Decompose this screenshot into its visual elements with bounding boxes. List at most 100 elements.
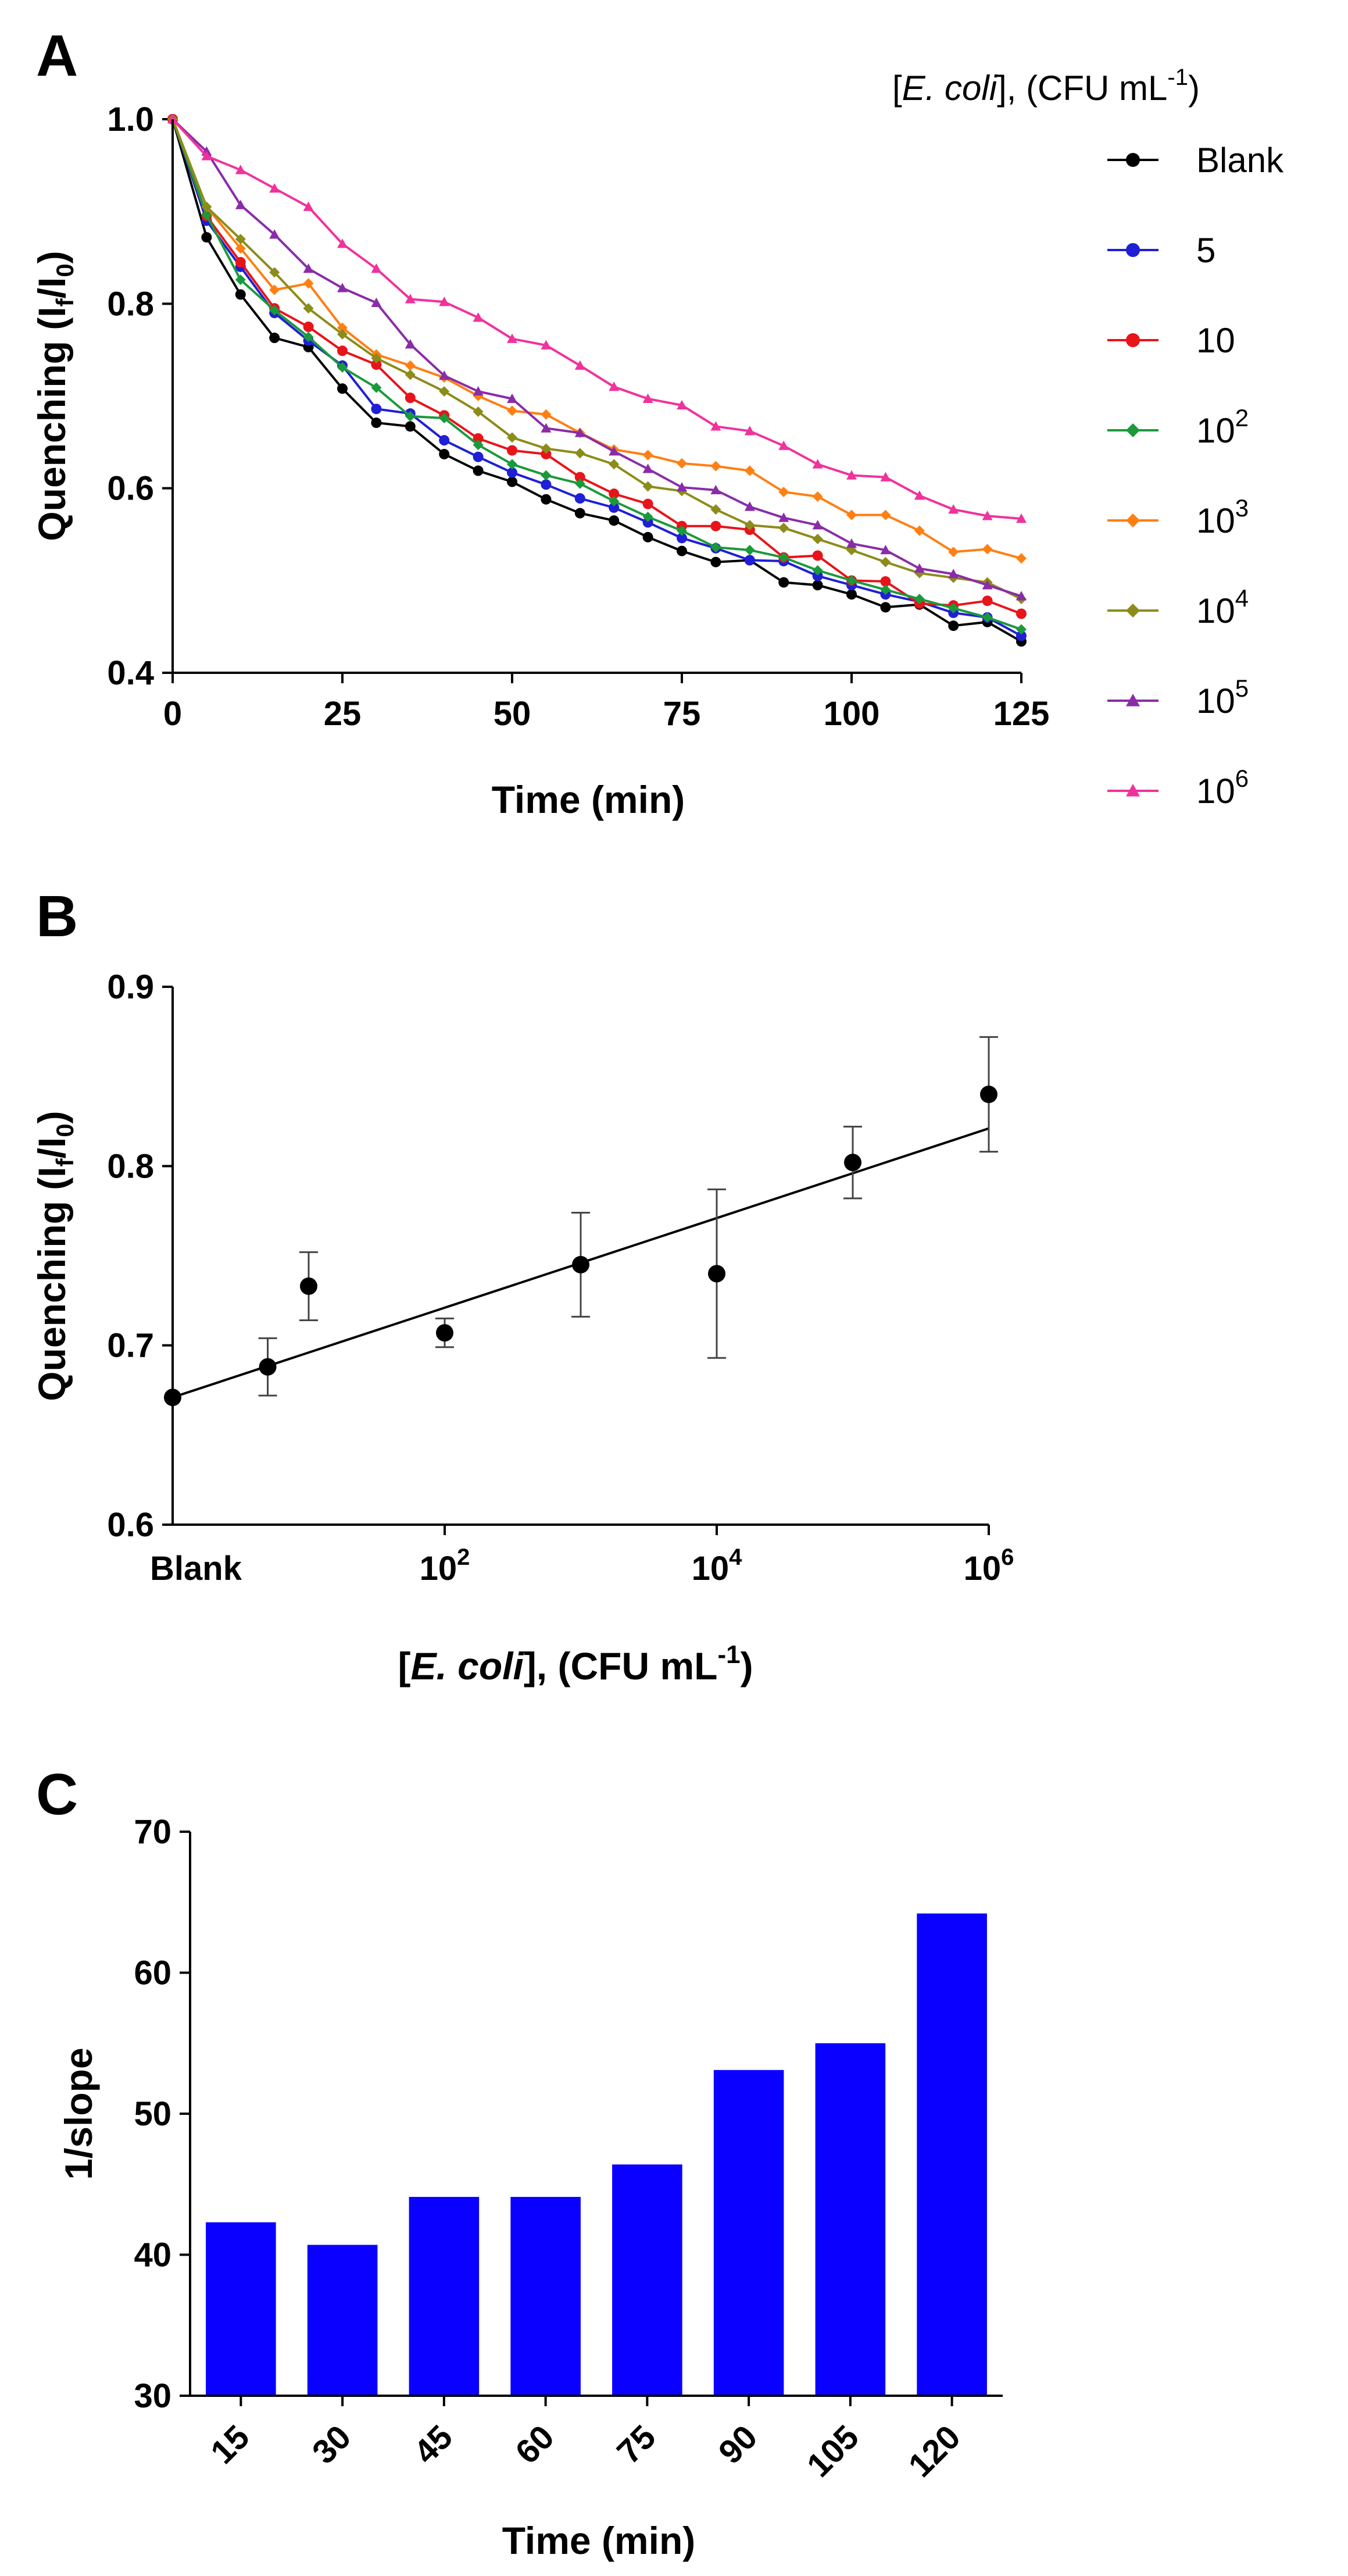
panel-a-data-point (642, 531, 653, 543)
panel-a-data-point (507, 459, 517, 470)
panel-a-legend-label: 102 (1196, 404, 1249, 450)
panel-a-data-point (235, 165, 246, 174)
panel-a-data-point (337, 238, 348, 248)
panel-a-series-line (171, 119, 1022, 615)
panel-c-bar (206, 2222, 276, 2396)
panel-b-y-tick-label: 0.8 (107, 1147, 154, 1185)
panel-a-data-point (507, 333, 517, 343)
panel-a-data-point (235, 256, 246, 267)
panel-a-data-point (642, 498, 653, 509)
panel-a-series (167, 114, 1027, 647)
panel-a-data-point (507, 445, 517, 456)
panel-a-data-point (405, 393, 416, 404)
panel-a-data-point (371, 404, 382, 415)
panel-a-data-point (812, 580, 823, 591)
panel-a-data-point (914, 563, 925, 573)
panel-b-data-point (572, 1255, 589, 1273)
panel-a-data-point (541, 494, 552, 505)
panel-a-data-point (1016, 630, 1027, 641)
panel-b-y-tick-label: 0.9 (107, 968, 154, 1006)
panel-a-data-point (948, 547, 959, 558)
panel-a-data-point (609, 495, 620, 506)
panel-a-data-point (710, 484, 721, 495)
panel-a-data-point (812, 459, 823, 469)
panel-a-data-point (677, 399, 687, 410)
panel-b-data-point (844, 1154, 861, 1172)
panel-a-data-point (439, 386, 450, 397)
panel-c-bar (713, 2070, 784, 2396)
panel-b-y-axis-title: Quenching (If/I0) (30, 1111, 78, 1401)
panel-a-data-point (778, 440, 789, 450)
panel-c-x-axis-title: Time (min) (502, 2519, 695, 2562)
panel-a-legend-label: 104 (1196, 584, 1249, 630)
panel-a-data-point (337, 322, 348, 333)
panel-a-data-point (303, 263, 314, 273)
panel-a-data-point (642, 481, 653, 492)
panel-a-data-point (473, 465, 484, 476)
panel-b-y-tick-label: 0.7 (107, 1327, 154, 1365)
panel-a-data-point (982, 544, 993, 555)
panel-a-data-point (812, 550, 823, 561)
panel-b-points (164, 1036, 998, 1407)
panel-c-x-tick-label: 60 (508, 2418, 562, 2471)
panel-b-scatter-chart: 0.6 0.7 0.8 0.9 Blank 102 104 106 [E. coli], (C… (30, 968, 1014, 1687)
panel-a-data-point (744, 465, 755, 476)
panel-a-legend-marker (1126, 604, 1140, 618)
panel-a-series-line (171, 118, 1022, 598)
panel-a-data-point (710, 461, 721, 472)
panel-a-y-tick-label: 0.4 (107, 654, 154, 692)
panel-a-data-point (812, 565, 823, 576)
panel-a-data-point (337, 283, 348, 292)
panel-a-y-tick-label: 0.6 (107, 470, 154, 508)
panel-a-data-point (405, 421, 416, 432)
panel-a-data-point (880, 602, 891, 613)
panel-a-data-point (201, 232, 212, 243)
panel-a-data-point (507, 393, 517, 403)
panel-a-data-point (371, 359, 382, 370)
panel-a-data-point (235, 274, 246, 286)
panel-a-data-point (507, 405, 517, 416)
panel-a-data-point (609, 488, 620, 499)
panel-a-data-point (303, 303, 314, 314)
panel-a-legend-marker (1126, 423, 1140, 437)
panel-a-data-point (880, 584, 891, 595)
panel-c-x-tick-label: 45 (406, 2418, 460, 2471)
panel-c-bar (307, 2245, 378, 2396)
panel-a-data-point (269, 183, 280, 193)
panel-a-data-point (337, 362, 348, 373)
panel-a-data-point (982, 511, 993, 520)
panel-a-data-point (541, 443, 552, 454)
panel-a-data-point (846, 470, 857, 480)
panel-a-data-point (914, 525, 925, 536)
panel-a-data-point (201, 151, 212, 160)
panel-b-data-point (708, 1265, 725, 1283)
panel-a-data-point (677, 533, 687, 544)
panel-a-data-point (574, 472, 585, 483)
panel-a-data-point (269, 333, 280, 344)
panel-a-data-point (778, 552, 789, 563)
panel-a-legend-label: Blank (1196, 141, 1284, 180)
panel-a-data-point (710, 542, 721, 553)
panel-a-data-point (371, 263, 382, 273)
panel-a-data-point (609, 381, 620, 391)
panel-b-data-point (259, 1358, 277, 1376)
panel-c-x-tick-label: 75 (610, 2418, 663, 2471)
panel-a-data-point (778, 577, 789, 588)
panel-a-data-point (574, 448, 585, 459)
panel-a-data-point (609, 515, 620, 526)
panel-a-data-point (948, 569, 959, 579)
panel-a-data-point (846, 589, 857, 600)
panel-a-data-point (303, 322, 314, 332)
panel-a-data-point (880, 576, 891, 587)
panel-a-data-point (235, 234, 246, 245)
panel-c-bar (917, 1913, 987, 2396)
panel-a-series-line (171, 119, 1022, 631)
panel-a-x-tick-label: 75 (663, 695, 701, 733)
panel-a-data-point (812, 491, 823, 502)
panel-b-x-tick-label: Blank (150, 1550, 242, 1587)
panel-a-data-point (371, 352, 382, 363)
panel-c-y-axis-title: 1/slope (57, 2047, 100, 2179)
panel-a-data-point (405, 339, 416, 349)
